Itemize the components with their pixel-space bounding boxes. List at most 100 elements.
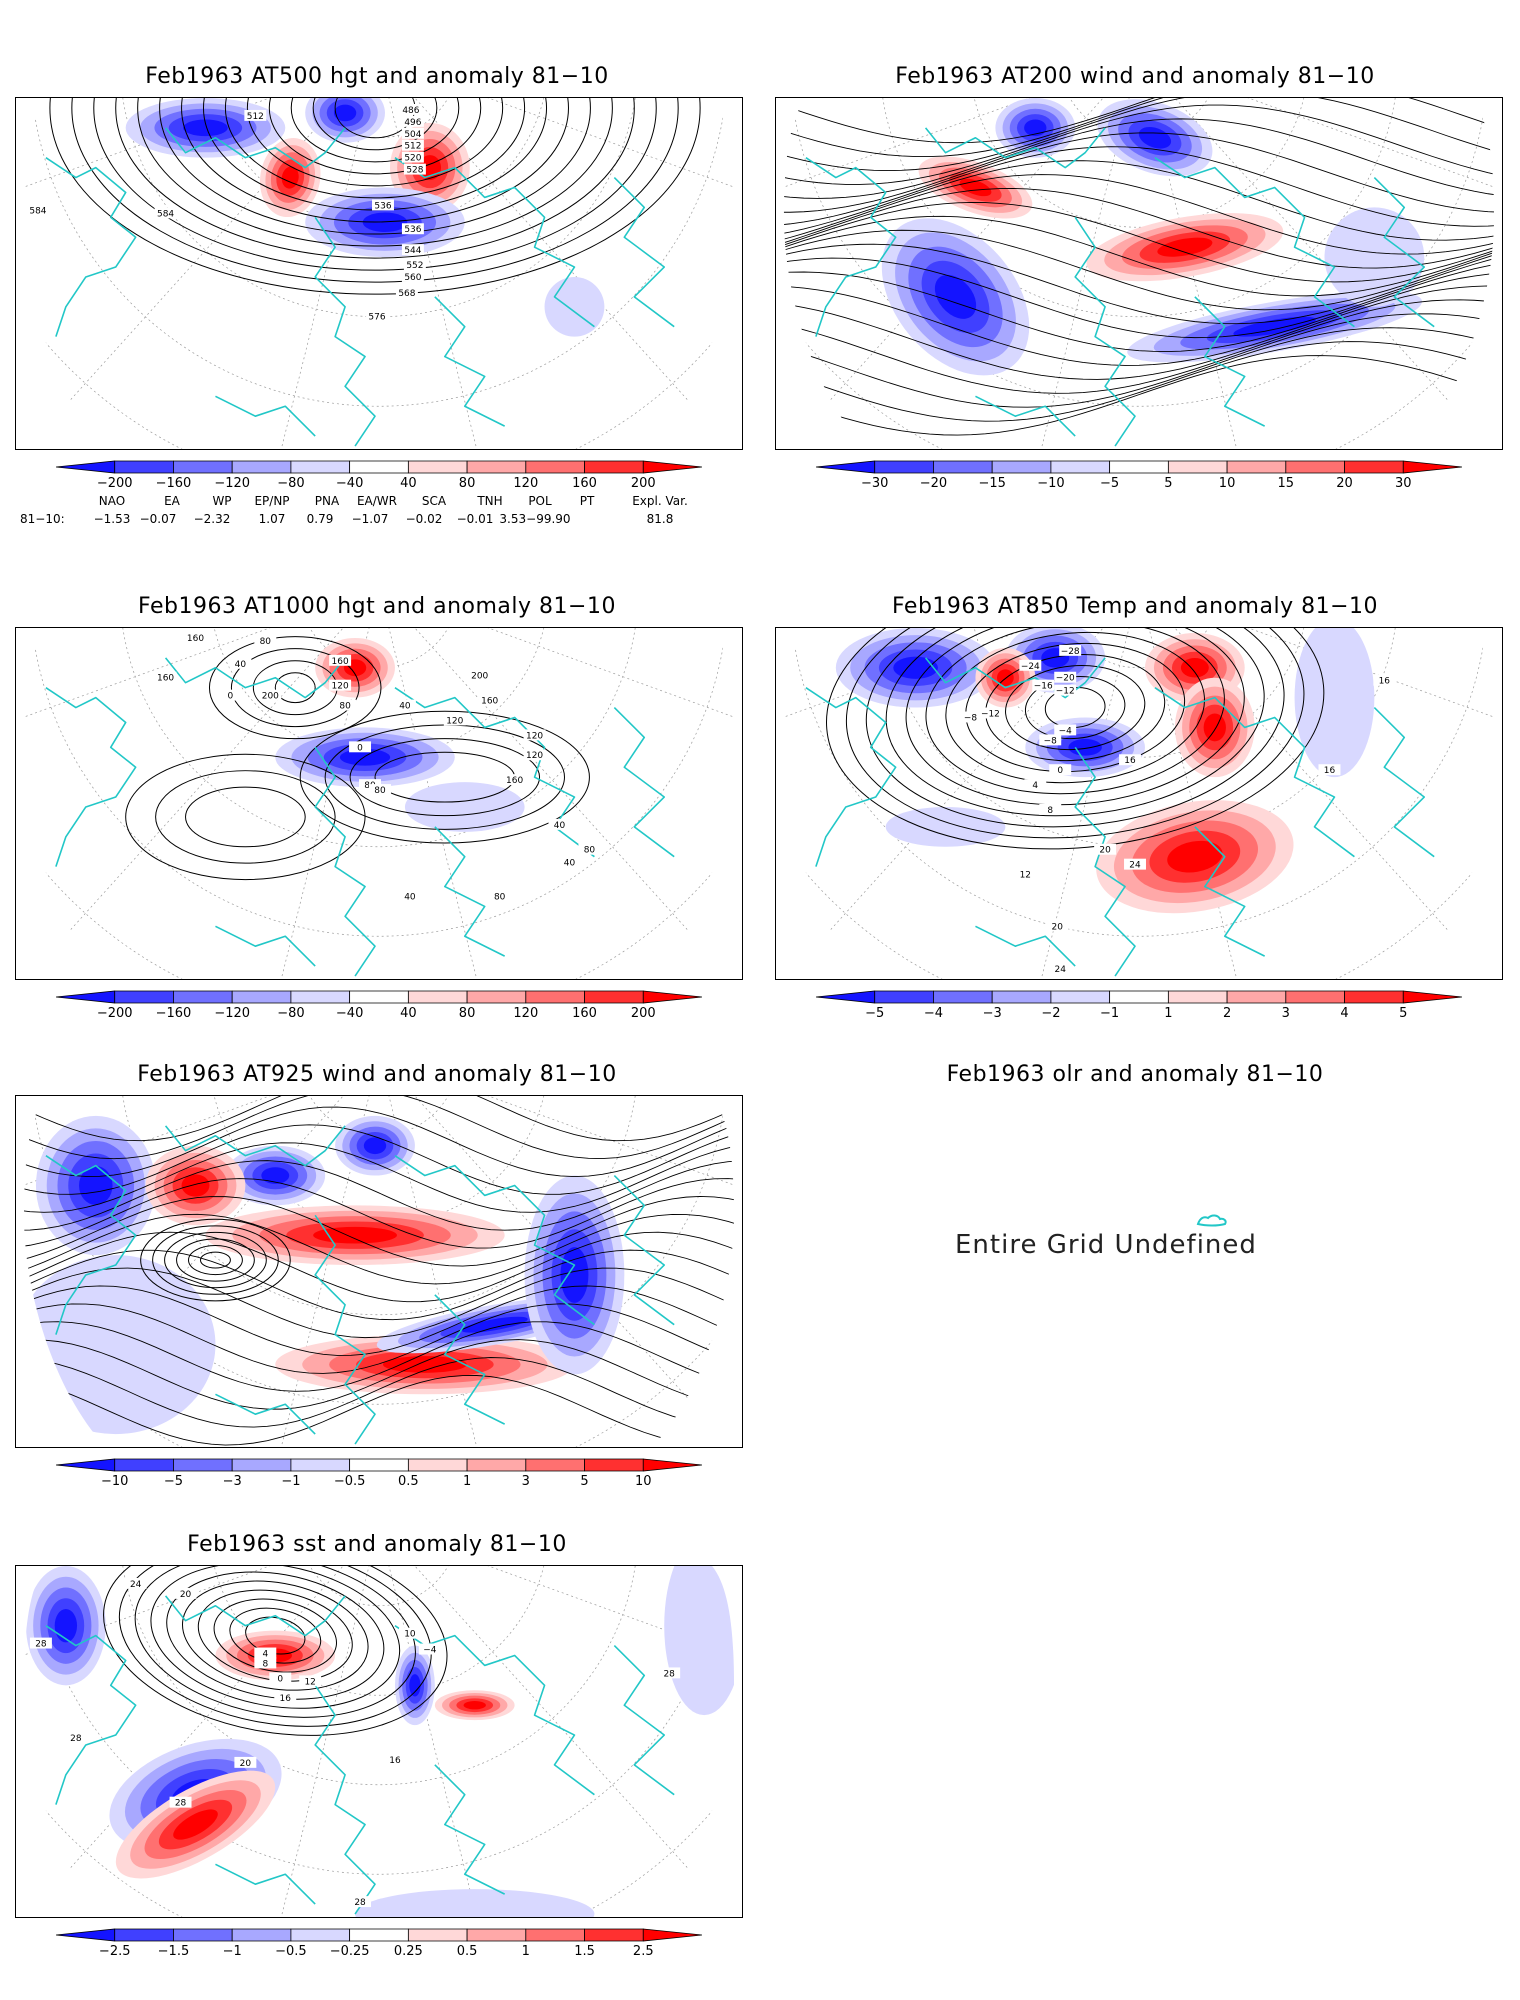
colorbar-tick-label: 20 bbox=[1336, 476, 1353, 491]
contour-label-bg bbox=[398, 1627, 421, 1639]
meridian-line bbox=[45, 1566, 344, 1896]
streamline bbox=[16, 1303, 742, 1374]
anomaly-shading bbox=[1068, 738, 1102, 756]
colorbar-segment bbox=[1344, 460, 1404, 474]
colorbar-segment bbox=[584, 460, 644, 474]
colorbar-segment bbox=[290, 990, 351, 1004]
coastline-path bbox=[434, 1764, 506, 1895]
contour-line bbox=[826, 628, 1325, 850]
contour-label: 24 bbox=[130, 1580, 142, 1590]
colorbar-svg bbox=[56, 1928, 702, 1942]
streamline bbox=[776, 355, 1502, 436]
map-mask-right bbox=[1412, 98, 1502, 449]
contour-label: 120 bbox=[446, 716, 463, 726]
map-mask-left bbox=[776, 98, 866, 449]
contour-label-bg bbox=[174, 1587, 197, 1599]
coastline-path bbox=[394, 156, 595, 328]
colorbar-segment bbox=[642, 990, 702, 1004]
colorbar-p1: −200 −160 −120 −80 −40 40 80 120 160 200 bbox=[56, 460, 702, 500]
colorbar-segment bbox=[114, 460, 174, 474]
contour-label: 28 bbox=[70, 1734, 82, 1744]
contour-line bbox=[125, 753, 366, 881]
map-mask-right bbox=[652, 1096, 742, 1447]
anomaly-shading bbox=[181, 1174, 210, 1197]
contour-label-bg bbox=[443, 714, 466, 726]
colorbar-tick-label: −20 bbox=[919, 476, 948, 491]
contour-label: 24 bbox=[1055, 965, 1067, 975]
contour-label-bg bbox=[979, 707, 1002, 719]
contour-label-bg bbox=[1032, 679, 1055, 691]
coastline-path bbox=[314, 216, 376, 447]
index-value-row: 81−10: −1.53 −0.07 −2.32 1.07 0.79 −1.07 −0.02−… bbox=[20, 512, 740, 530]
contour-label: 160 bbox=[481, 697, 498, 707]
streamline bbox=[16, 1096, 742, 1142]
colorbar-segment bbox=[56, 460, 116, 474]
colorbar-tick-label: −10 bbox=[1037, 476, 1065, 491]
contour-line bbox=[208, 636, 382, 740]
anomaly-shading bbox=[1138, 126, 1172, 149]
contour-label: 120 bbox=[332, 682, 349, 692]
colorbar-segment bbox=[1167, 460, 1228, 474]
contour-label: 160 bbox=[157, 674, 174, 684]
contour-line bbox=[159, 98, 591, 235]
colorbar-segment bbox=[525, 460, 585, 474]
colorbar-tick-label: 40 bbox=[400, 476, 417, 491]
colorbar-tick-label: −200 bbox=[96, 476, 133, 491]
coastline-path bbox=[164, 127, 346, 169]
colorbar-tick-label: 5 bbox=[1399, 1006, 1408, 1021]
colorbar-segment bbox=[290, 1928, 351, 1942]
contour-label-bg bbox=[1059, 644, 1082, 656]
colorbar-p3: −200 −160 −120 −80 −40 40 80 120 160 200 bbox=[56, 990, 702, 1030]
streamline bbox=[16, 1321, 742, 1392]
contour-label-bg bbox=[401, 127, 424, 139]
colorbar-tick-label: 1 bbox=[462, 1474, 472, 1489]
coastline-path bbox=[45, 156, 137, 337]
contour-label: 496 bbox=[404, 118, 421, 128]
contour-label: 120 bbox=[526, 731, 543, 741]
contour-label-bg bbox=[64, 1732, 87, 1743]
colorbar-tick-label: −40 bbox=[335, 1006, 364, 1021]
anomaly-shading bbox=[463, 1701, 486, 1710]
contour-label: 24 bbox=[1129, 861, 1141, 871]
anomaly-shading bbox=[1294, 628, 1375, 778]
contour-label-bg bbox=[274, 1692, 297, 1704]
colorbar-tick-label: −10 bbox=[101, 1474, 129, 1489]
colorbar-segment bbox=[114, 1458, 174, 1472]
map-panel-p3: 160 160 80 40 0 200 160 120 80 40 200 160 120 0 80 80 12… bbox=[15, 627, 743, 980]
index-value: 0.79 bbox=[306, 512, 334, 526]
index-header: Expl. Var. bbox=[632, 494, 688, 508]
colorbar-segment bbox=[349, 1928, 409, 1942]
colorbar-segment bbox=[173, 990, 233, 1004]
colorbar-svg bbox=[816, 990, 1462, 1004]
colorbar-segment bbox=[56, 1458, 116, 1472]
contour-label: 0 bbox=[357, 743, 363, 753]
map-mask-right bbox=[652, 98, 742, 449]
colorbar-segment bbox=[349, 460, 409, 474]
colorbar-tick-label: −120 bbox=[214, 476, 251, 491]
anomaly-shading bbox=[54, 1608, 78, 1643]
contour-lines bbox=[208, 636, 382, 740]
contour-label-bg bbox=[503, 774, 526, 786]
contour-label-bg bbox=[254, 1657, 277, 1669]
contour-label: 520 bbox=[404, 154, 421, 164]
map-svg-p7: 24 28 20 0 48 12 16 20 28 28 16 28 −4 10 28 bbox=[16, 1566, 742, 1917]
contour-label-bg bbox=[269, 1672, 292, 1684]
contour-label: 80 bbox=[339, 702, 351, 712]
contour-label-bg bbox=[229, 657, 252, 669]
contour-line bbox=[865, 628, 1285, 828]
colorbar-tick-label: −80 bbox=[277, 1006, 305, 1021]
contour-label: 16 bbox=[1379, 677, 1391, 687]
contour-label-bg bbox=[259, 689, 282, 701]
coastline-path bbox=[164, 1595, 346, 1637]
colorbar-tick-label: 10 bbox=[1218, 476, 1236, 491]
contour-label: −4 bbox=[1059, 726, 1073, 736]
colorbar-tick-label: 4 bbox=[1340, 1006, 1349, 1021]
anomaly-shading bbox=[355, 1889, 595, 1917]
contour-label: 40 bbox=[564, 859, 576, 869]
contour-label: 20 bbox=[1099, 846, 1111, 856]
contour-label: 16 bbox=[1124, 756, 1136, 766]
index-value: −0.07 bbox=[139, 512, 177, 526]
colorbar-segment bbox=[525, 1928, 585, 1942]
colorbar-segment bbox=[1050, 990, 1111, 1004]
contour-label: 552 bbox=[406, 261, 423, 271]
